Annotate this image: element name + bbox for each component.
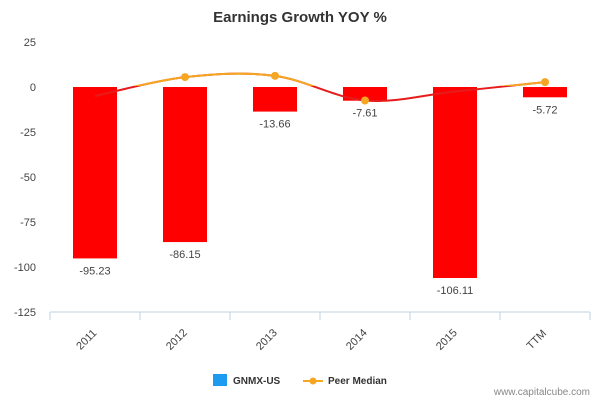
- x-tick-label: 2013: [254, 327, 280, 353]
- data-label-2012: -86.15: [169, 249, 200, 261]
- legend-swatch-gnmx: [213, 374, 227, 386]
- data-label-2011: -95.23: [79, 265, 110, 277]
- peer-median-line: [132, 72, 546, 86]
- y-tick-label: 0: [30, 82, 36, 94]
- bar-2014: [343, 87, 387, 101]
- data-label-TTM: -5.72: [532, 104, 557, 116]
- bar-TTM: [523, 87, 567, 98]
- data-label-2015: -106.11: [437, 285, 474, 297]
- bar-2013: [253, 87, 297, 112]
- y-tick-label: -25: [20, 127, 36, 139]
- legend[interactable]: GNMX-US Peer Median: [213, 374, 387, 387]
- bar-2011: [73, 87, 117, 259]
- legend-label-gnmx: GNMX-US: [233, 376, 281, 387]
- x-tick-label: 2014: [344, 327, 370, 353]
- bar-series: [73, 87, 567, 278]
- peer-median-point-2013: [271, 71, 279, 80]
- x-tick-label: 2012: [164, 327, 190, 353]
- y-tick-label: -75: [20, 217, 36, 229]
- peer-median-point-TTM: [541, 78, 549, 87]
- y-tick-label: -125: [14, 307, 36, 319]
- y-tick-label: -100: [14, 262, 36, 274]
- y-tick-label: 25: [24, 37, 36, 49]
- x-tick-label: TTM: [525, 328, 549, 352]
- data-labels: -95.23 -86.15 -13.66 -7.61 -106.11 -5.72: [79, 104, 557, 297]
- credit-text: www.capitalcube.com: [493, 387, 590, 398]
- legend-marker-peer: [309, 377, 317, 385]
- peer-median-line-shadow: [94, 72, 546, 102]
- chart-title: Earnings Growth YOY %: [213, 9, 387, 26]
- y-tick-label: -50: [20, 172, 36, 184]
- data-label-2013: -13.66: [259, 119, 290, 131]
- x-tick-label: 2015: [434, 327, 460, 353]
- peer-median-point-2014: [361, 96, 369, 105]
- peer-median-point-2012: [181, 73, 189, 82]
- legend-label-peer: Peer Median: [328, 376, 387, 387]
- bar-2015: [433, 87, 477, 278]
- data-label-2014: -7.61: [352, 108, 377, 120]
- bar-2012: [163, 87, 207, 243]
- x-tick-label: 2011: [74, 327, 99, 352]
- line-series: [94, 71, 549, 105]
